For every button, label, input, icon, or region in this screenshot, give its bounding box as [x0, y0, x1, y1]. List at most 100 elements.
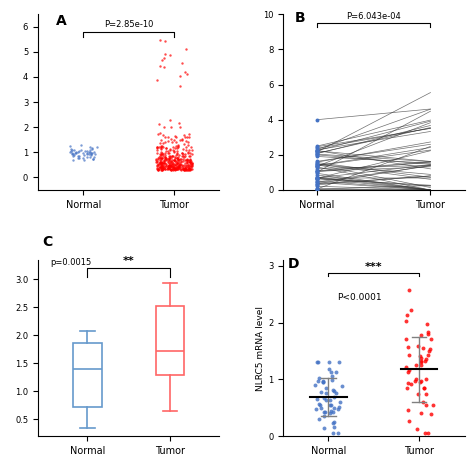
Point: [313, 148, 321, 155]
Point: [167, 154, 175, 162]
Point: [155, 155, 162, 163]
Point: [187, 161, 195, 168]
Point: [176, 164, 184, 171]
Point: [180, 166, 188, 173]
Point: [328, 372, 336, 380]
Point: [176, 165, 184, 173]
Point: [311, 381, 319, 389]
Point: [176, 82, 183, 90]
Point: [184, 138, 192, 146]
Point: [162, 147, 170, 155]
Point: [170, 164, 178, 171]
Point: [315, 401, 323, 408]
Point: [172, 162, 180, 169]
Point: [159, 139, 166, 147]
Point: [160, 164, 168, 172]
Point: [172, 132, 179, 139]
Point: [171, 165, 178, 173]
Point: [158, 162, 166, 169]
Point: [185, 166, 192, 173]
Point: [170, 165, 178, 173]
Point: [157, 159, 165, 167]
Point: [85, 148, 93, 155]
Point: [154, 130, 162, 138]
Point: [326, 410, 334, 417]
Point: [167, 166, 175, 173]
Point: [313, 186, 321, 193]
Point: [182, 162, 190, 170]
Point: [178, 150, 186, 157]
Point: [165, 156, 173, 164]
Point: [158, 150, 165, 158]
Point: [168, 152, 176, 160]
Point: [173, 150, 181, 158]
Point: [187, 157, 195, 165]
Point: [158, 150, 165, 157]
Point: [313, 146, 321, 154]
Point: [181, 160, 189, 167]
Point: [167, 166, 174, 173]
Point: [166, 154, 173, 162]
Point: [156, 158, 164, 166]
Point: [70, 151, 78, 159]
Point: [167, 157, 174, 165]
Point: [158, 159, 165, 167]
Point: [330, 423, 337, 431]
Point: [412, 362, 420, 369]
Point: [153, 76, 160, 84]
Point: [160, 157, 167, 165]
Point: [313, 160, 321, 168]
Point: [313, 163, 321, 171]
Point: [74, 154, 82, 162]
Point: [169, 143, 176, 151]
Point: [176, 72, 184, 80]
Point: [185, 164, 193, 172]
Point: [157, 154, 164, 162]
Point: [313, 162, 321, 169]
Point: [313, 161, 321, 168]
Point: [91, 154, 98, 161]
Point: [155, 120, 163, 128]
Point: [159, 164, 167, 172]
Point: [156, 154, 164, 162]
Point: [328, 377, 336, 384]
Point: [173, 154, 181, 162]
Point: [427, 345, 434, 353]
Point: [161, 153, 168, 161]
Point: [161, 153, 169, 161]
Text: ***: ***: [365, 262, 383, 272]
Point: [414, 390, 422, 398]
PathPatch shape: [155, 306, 184, 375]
Point: [185, 164, 192, 172]
Point: [156, 36, 164, 44]
Point: [172, 158, 180, 166]
Point: [313, 185, 321, 192]
Point: [313, 171, 321, 179]
Point: [173, 151, 180, 159]
Point: [174, 142, 182, 150]
Point: [313, 151, 321, 159]
Point: [156, 159, 164, 167]
Point: [185, 146, 193, 154]
Point: [169, 162, 176, 169]
Point: [175, 119, 183, 127]
Point: [321, 424, 328, 431]
Point: [329, 387, 337, 394]
Point: [186, 152, 194, 159]
Point: [185, 130, 193, 137]
Point: [420, 384, 428, 392]
Point: [163, 155, 171, 163]
Point: [157, 148, 164, 155]
Point: [182, 166, 190, 173]
Point: [162, 160, 170, 168]
Point: [83, 153, 91, 161]
Point: [313, 175, 321, 182]
Point: [171, 160, 179, 168]
Point: [313, 177, 321, 185]
Point: [163, 144, 170, 152]
Point: [161, 156, 168, 164]
Point: [186, 162, 193, 170]
Point: [314, 377, 321, 385]
Point: [319, 377, 327, 384]
Point: [173, 144, 181, 152]
